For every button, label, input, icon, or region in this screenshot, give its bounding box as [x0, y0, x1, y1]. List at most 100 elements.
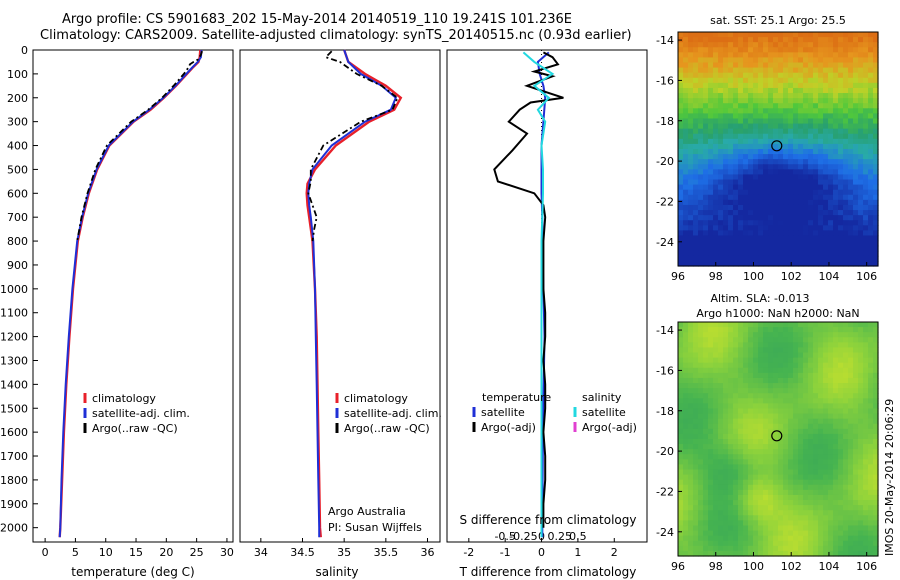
map-cell — [778, 494, 784, 501]
map-cell — [798, 133, 804, 140]
map-cell — [738, 357, 744, 364]
map-cell — [793, 103, 799, 109]
map-cell — [843, 423, 849, 430]
map-cell — [783, 250, 789, 257]
map-cell — [818, 474, 824, 481]
map-cell — [843, 87, 849, 94]
map-cell — [753, 408, 759, 415]
map-cell — [863, 235, 869, 242]
map-cell — [708, 103, 714, 109]
map-cell — [828, 327, 834, 333]
map-cell — [783, 428, 789, 435]
map-cell — [703, 240, 709, 247]
map-cell — [738, 149, 744, 155]
map-cell — [743, 133, 749, 140]
map-cell — [753, 372, 759, 379]
map-cell — [798, 240, 804, 247]
map-cell — [758, 225, 764, 231]
map-cell — [743, 93, 749, 99]
map-cell — [768, 327, 774, 333]
map-cell — [873, 398, 879, 404]
map-cell — [743, 128, 749, 135]
map-cell — [823, 113, 829, 120]
map-cell — [773, 403, 779, 410]
map-cell — [698, 540, 704, 547]
map-cell — [683, 32, 689, 38]
map-cell — [783, 184, 789, 191]
map-cell — [843, 82, 849, 89]
map-cell — [873, 87, 879, 94]
map-cell — [728, 98, 734, 104]
map-cell — [698, 210, 704, 216]
map-cell — [873, 62, 879, 69]
map-cell — [848, 489, 854, 496]
map-cell — [738, 525, 744, 532]
map-cell — [743, 220, 749, 226]
map-cell — [683, 62, 689, 69]
map-cell — [813, 103, 819, 109]
map-cell — [823, 174, 829, 181]
map-cell — [773, 138, 779, 145]
map-cell — [738, 428, 744, 435]
map-cell — [763, 398, 769, 404]
map-cell — [728, 174, 734, 181]
map-cell — [868, 169, 874, 176]
map-cell — [708, 128, 714, 135]
s-tick-label: 0.25 — [547, 530, 572, 543]
map-cell — [783, 444, 789, 450]
map-cell — [713, 189, 719, 196]
map-cell — [843, 433, 849, 440]
map-cell — [808, 403, 814, 410]
map-cell — [848, 494, 854, 501]
map-cell — [818, 408, 824, 415]
map-cell — [703, 327, 709, 333]
map-cell — [693, 377, 699, 384]
map-cell — [703, 174, 709, 181]
map-cell — [798, 444, 804, 450]
map-cell — [793, 520, 799, 527]
map-cell — [823, 42, 829, 48]
map-cell — [698, 225, 704, 231]
map-cell — [793, 194, 799, 201]
map-cell — [853, 123, 859, 130]
map-cell — [713, 362, 719, 369]
map-cell — [858, 439, 864, 445]
map-cell — [698, 215, 704, 221]
map-cell — [788, 362, 794, 369]
map-cell — [698, 42, 704, 48]
map-cell — [818, 62, 824, 69]
map-cell — [738, 383, 744, 389]
map-cell — [768, 398, 774, 404]
map-cell — [858, 138, 864, 145]
map-cell — [813, 113, 819, 120]
map-cell — [708, 47, 714, 53]
map-cell — [818, 189, 824, 196]
map-cell — [873, 82, 879, 89]
map-cell — [828, 484, 834, 491]
map-cell — [868, 184, 874, 191]
map-cell — [823, 388, 829, 394]
map-cell — [843, 260, 849, 267]
map-cell — [753, 383, 759, 389]
map-cell — [813, 449, 819, 455]
map-cell — [863, 138, 869, 145]
map-cell — [808, 57, 814, 64]
map-cell — [833, 377, 839, 384]
map-cell — [813, 159, 819, 165]
map-cell — [713, 337, 719, 343]
map-cell — [838, 154, 844, 160]
map-cell — [873, 98, 879, 104]
map-cell — [793, 352, 799, 359]
map-cell — [768, 459, 774, 466]
map-cell — [733, 327, 739, 333]
map-cell — [768, 413, 774, 420]
map-cell — [748, 454, 754, 460]
map-cell — [743, 377, 749, 384]
map-cell — [748, 72, 754, 79]
map-cell — [808, 230, 814, 237]
map-cell — [678, 520, 684, 527]
map-cell — [763, 159, 769, 165]
map-cell — [748, 428, 754, 435]
map-cell — [723, 428, 729, 435]
map-cell — [773, 77, 779, 84]
